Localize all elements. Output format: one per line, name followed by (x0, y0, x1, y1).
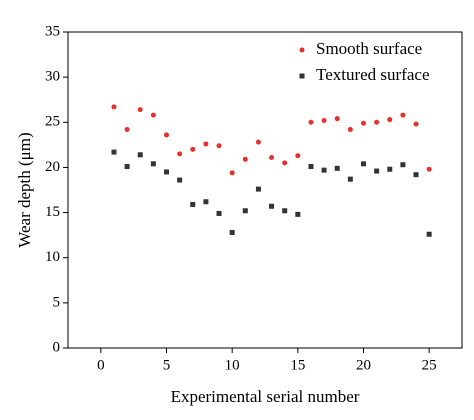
point (374, 168, 380, 174)
point (400, 112, 406, 118)
point (111, 104, 117, 110)
point (426, 166, 432, 172)
point (190, 146, 196, 152)
plot-frame (67, 31, 463, 349)
point (361, 161, 366, 167)
point (164, 169, 169, 175)
point (361, 120, 366, 126)
point (124, 164, 130, 170)
point (124, 127, 130, 133)
y-tick-label: 10 (45, 249, 60, 265)
point (334, 116, 340, 122)
point (203, 199, 209, 205)
point (150, 112, 156, 118)
point (308, 164, 314, 170)
point (321, 167, 327, 173)
point (177, 177, 183, 183)
y-tick-label: 20 (45, 159, 60, 175)
point (282, 208, 288, 214)
x-tick-label: 25 (422, 357, 437, 373)
legend-label: Textured surface (316, 65, 430, 84)
point (242, 156, 248, 162)
point (295, 153, 301, 159)
point (137, 152, 143, 158)
point (190, 201, 196, 207)
point (374, 119, 380, 125)
point (334, 165, 340, 171)
y-axis-title: Wear depth (μm) (15, 132, 34, 247)
point (216, 143, 222, 149)
point (282, 160, 288, 166)
point (111, 149, 117, 155)
x-tick-label: 15 (290, 357, 305, 373)
x-tick-label: 20 (356, 357, 371, 373)
point (269, 203, 275, 209)
point (387, 166, 393, 172)
y-tick-label: 25 (45, 114, 60, 130)
x-tick-label: 10 (225, 357, 240, 373)
point (413, 172, 419, 178)
point (137, 107, 143, 113)
point (347, 176, 353, 182)
point (308, 119, 314, 125)
point (216, 210, 222, 216)
x-tick-label: 5 (163, 357, 171, 373)
y-tick-label: 0 (53, 339, 61, 355)
point (255, 139, 261, 145)
point (413, 121, 419, 127)
x-axis-title: Experimental serial number (171, 387, 360, 406)
point (177, 151, 183, 157)
y-tick-label: 5 (53, 294, 61, 310)
point (150, 161, 156, 167)
point (255, 186, 261, 192)
point (203, 141, 209, 147)
point (295, 211, 301, 217)
point (347, 127, 353, 133)
y-tick-label: 30 (45, 69, 60, 85)
point (269, 154, 275, 160)
point (321, 117, 327, 123)
legend-marker (299, 47, 305, 53)
y-tick-label: 15 (45, 204, 60, 220)
point (229, 229, 235, 235)
x-tick-label: 0 (97, 357, 105, 373)
point (242, 208, 248, 214)
point (387, 117, 393, 123)
legend-label: Smooth surface (316, 39, 422, 58)
point (400, 162, 406, 168)
y-tick-label: 35 (45, 23, 60, 39)
point (164, 132, 169, 138)
point (426, 231, 432, 237)
legend-marker (299, 73, 305, 79)
point (229, 170, 235, 176)
